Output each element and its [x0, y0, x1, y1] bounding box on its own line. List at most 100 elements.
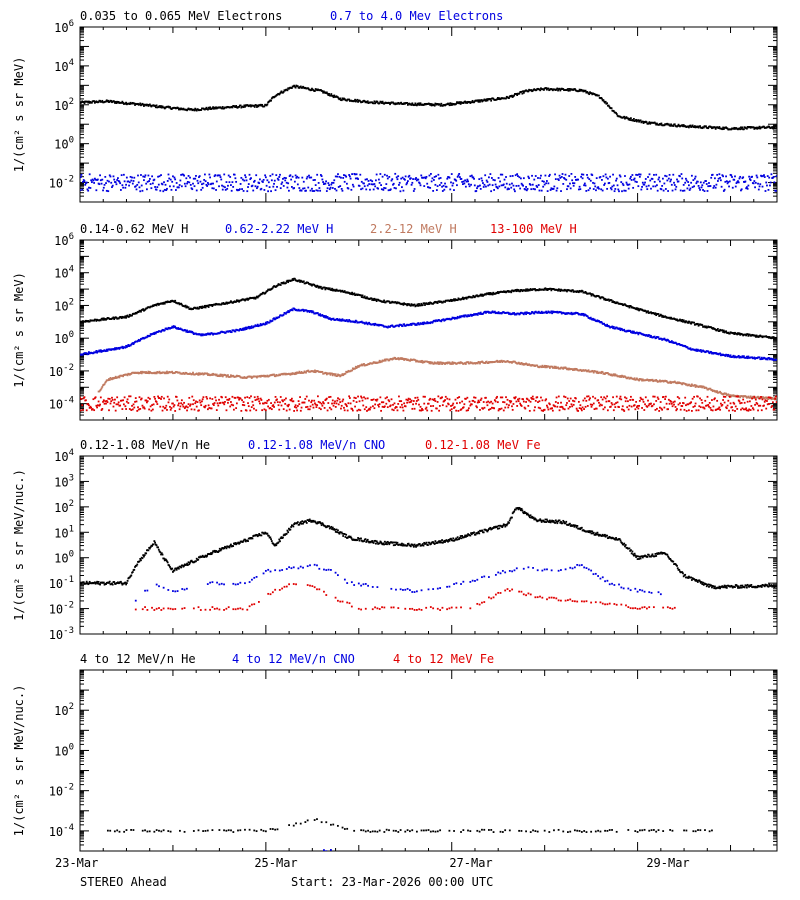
data-point [572, 369, 574, 371]
data-point [459, 316, 462, 319]
data-point [239, 183, 242, 185]
data-point [700, 351, 703, 353]
data-point [87, 101, 90, 104]
data-point [412, 178, 414, 180]
data-point [250, 325, 253, 328]
data-point [327, 287, 330, 290]
data-point [323, 286, 326, 289]
legend-entry: 0.62-2.22 MeV H [225, 222, 333, 236]
data-point [394, 357, 397, 359]
data-point [417, 103, 420, 106]
data-point [458, 316, 461, 319]
data-point [157, 303, 160, 306]
data-point [343, 290, 346, 292]
data-point [244, 326, 247, 329]
data-point [479, 293, 482, 296]
data-point [701, 127, 704, 130]
data-point [80, 173, 83, 176]
data-point [101, 178, 104, 181]
data-point [754, 334, 756, 337]
data-point [117, 101, 120, 103]
data-point [647, 122, 650, 125]
data-point [679, 189, 682, 192]
data-point [540, 174, 542, 177]
data-point [315, 286, 318, 288]
data-point [682, 124, 685, 126]
data-point [404, 175, 407, 178]
data-point [206, 372, 209, 375]
data-point [632, 118, 635, 120]
data-point [654, 185, 657, 188]
data-point [726, 182, 729, 185]
data-point [514, 360, 516, 363]
data-point [594, 185, 597, 188]
data-point [476, 187, 478, 190]
data-point [307, 87, 310, 90]
data-point [763, 176, 766, 178]
data-point [521, 92, 524, 95]
data-point [81, 321, 84, 324]
data-point [629, 177, 632, 180]
data-point [452, 182, 455, 185]
data-point [179, 108, 182, 111]
data-point [703, 325, 706, 328]
data-point [392, 183, 394, 186]
data-point [621, 182, 624, 185]
data-point [444, 182, 446, 185]
data-point [99, 349, 102, 352]
data-point [502, 183, 505, 186]
data-point [201, 186, 204, 189]
data-point [747, 355, 750, 358]
data-point [701, 184, 704, 187]
data-point [94, 178, 97, 181]
data-point [527, 90, 530, 93]
data-point [633, 377, 636, 380]
data-point [400, 101, 403, 104]
data-point [171, 325, 174, 328]
data-point [467, 180, 469, 183]
data-point [139, 339, 142, 342]
data-point [544, 287, 547, 290]
data-point [579, 188, 582, 191]
data-point [606, 177, 609, 180]
data-point [180, 185, 183, 188]
data-point [183, 174, 185, 177]
data-point [479, 187, 482, 190]
data-point [550, 310, 553, 313]
data-point [162, 302, 165, 305]
data-point [542, 185, 545, 188]
data-point [211, 187, 214, 190]
data-point [155, 188, 158, 191]
data-point [518, 92, 521, 95]
data-point [314, 179, 316, 181]
data-point [656, 122, 658, 125]
data-point [753, 180, 756, 182]
data-point [565, 178, 568, 181]
data-point [243, 298, 246, 301]
data-point [312, 311, 315, 314]
data-point [563, 177, 566, 180]
data-point [660, 337, 663, 340]
y-tick-label: 10-2 [49, 363, 74, 379]
data-point [526, 288, 529, 291]
data-point [127, 180, 130, 183]
data-point [157, 302, 159, 305]
data-point [472, 176, 475, 179]
data-point [592, 181, 594, 184]
data-point [238, 188, 241, 191]
data-point [695, 348, 698, 351]
data-point [549, 311, 552, 314]
data-point [227, 184, 229, 187]
data-point [212, 333, 214, 336]
data-point [144, 372, 147, 374]
data-point [545, 365, 548, 367]
data-point [140, 184, 143, 187]
data-point [202, 182, 205, 185]
data-point [247, 183, 250, 185]
data-point [481, 100, 484, 103]
data-point [405, 303, 408, 306]
data-point [403, 323, 406, 326]
data-point [230, 374, 232, 377]
data-point [302, 187, 304, 190]
data-point [759, 127, 762, 130]
